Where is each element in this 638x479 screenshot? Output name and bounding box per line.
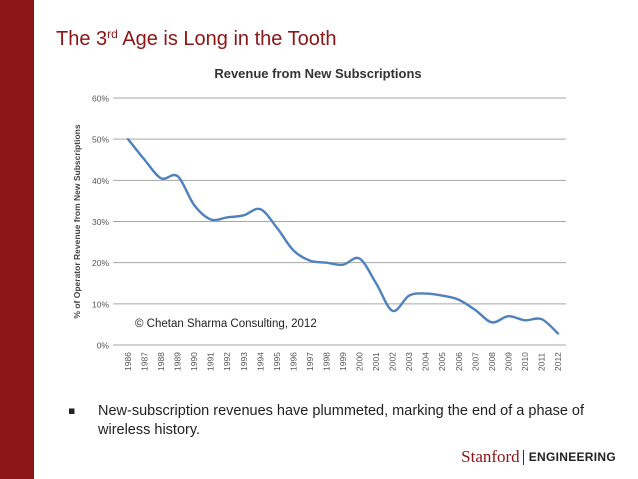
logo-engineering-text: ENGINEERING xyxy=(528,450,616,464)
left-brand-bar xyxy=(0,0,34,479)
title-text-start: The 3 xyxy=(56,28,108,50)
x-tick-label: 2003 xyxy=(404,352,414,371)
x-tick-label: 1994 xyxy=(255,352,265,371)
x-tick-label: 2001 xyxy=(371,352,381,371)
x-tick-label: 2002 xyxy=(388,352,398,371)
y-axis-label: % of Operator Revenue from New Subscript… xyxy=(72,124,82,318)
y-tick-label: 40% xyxy=(92,176,109,186)
x-tick-label: 2006 xyxy=(454,352,464,371)
x-tick-label: 2008 xyxy=(487,352,497,371)
x-tick-label: 1993 xyxy=(239,352,249,371)
x-tick-label: 2004 xyxy=(421,352,431,371)
x-tick-label: 1987 xyxy=(140,352,150,371)
x-tick-label: 2005 xyxy=(437,352,447,371)
x-tick-label: 1999 xyxy=(338,352,348,371)
bullet-marker: ▪ xyxy=(68,404,76,417)
x-tick-label: 1990 xyxy=(189,352,199,371)
x-tick-label: 2007 xyxy=(470,352,480,371)
logo-divider xyxy=(522,449,524,465)
revenue-line-chart: Revenue from New Subscriptions 0% 10% 20% 30… xyxy=(72,66,566,371)
chart-annotation: © Chetan Sharma Consulting, 2012 xyxy=(135,318,317,330)
x-tick-label: 1995 xyxy=(272,352,282,371)
x-tick-label: 2011 xyxy=(536,352,546,371)
x-tick-label: 2010 xyxy=(520,352,530,371)
x-tick-label: 1986 xyxy=(123,352,133,371)
x-tick-label: 1996 xyxy=(288,352,298,371)
y-tick-label: 0% xyxy=(97,341,110,351)
chart-title: Revenue from New Subscriptions xyxy=(214,66,421,81)
x-tick-label: 1997 xyxy=(305,352,315,371)
logo-stanford-text: Stanford xyxy=(461,447,520,466)
y-tick-label: 50% xyxy=(92,135,109,145)
slide-title: The 3rd Age is Long in the Tooth xyxy=(56,28,337,51)
title-text-end: Age is Long in the Tooth xyxy=(117,28,337,50)
x-tick-label: 2000 xyxy=(355,352,365,371)
stanford-engineering-logo: Stanford ENGINEERING xyxy=(461,447,616,467)
y-tick-label: 30% xyxy=(92,217,109,227)
y-tick-label: 10% xyxy=(92,299,109,309)
x-tick-label: 2012 xyxy=(553,352,563,371)
title-superscript: rd xyxy=(107,27,118,41)
x-tick-label: 2009 xyxy=(503,352,513,371)
x-tick-label: 1989 xyxy=(173,352,183,371)
series-line xyxy=(126,137,560,335)
caption-text: New-subscription revenues have plummeted… xyxy=(98,403,585,438)
x-tick-label: 1988 xyxy=(156,352,166,371)
x-tick-label: 1992 xyxy=(222,352,232,371)
x-tick-label: 1991 xyxy=(206,352,216,371)
y-tick-label: 60% xyxy=(92,94,109,104)
x-tick-label: 1998 xyxy=(321,352,331,371)
y-tick-label: 20% xyxy=(92,258,109,268)
